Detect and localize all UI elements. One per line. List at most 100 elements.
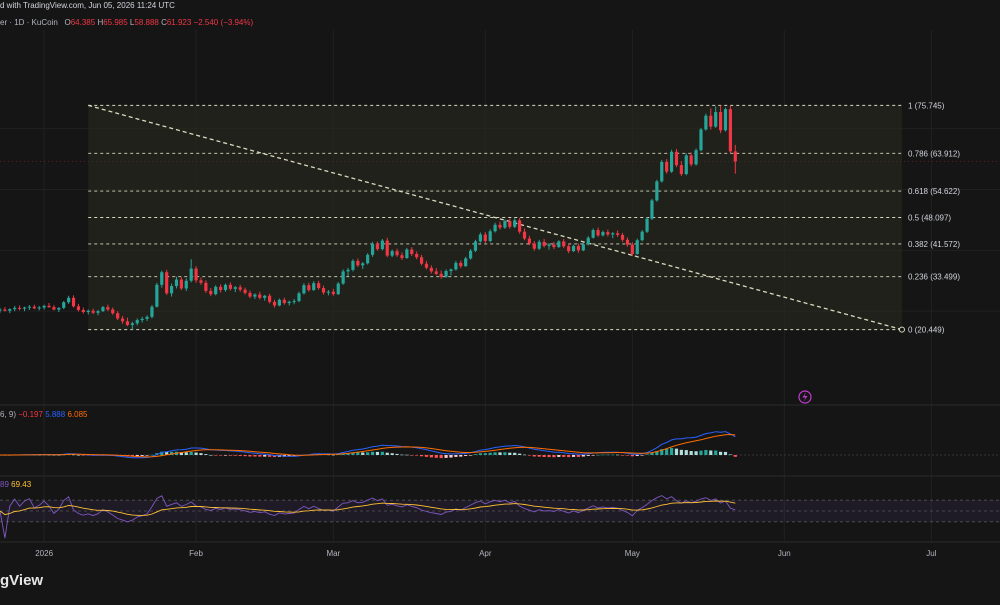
candle-body [385,240,389,256]
candle-body [331,291,335,295]
candle-body [238,287,242,290]
macd-histogram-bar [258,455,262,457]
macd-histogram-bar [189,451,193,455]
macd-histogram-bar [385,452,389,455]
candle-body [645,218,649,232]
macd-histogram-bar [248,455,252,457]
macd-histogram-bar [263,455,267,457]
fib-retracement-tool[interactable]: 1 (75.745) 0.786 (63.912) 0.618 (54.622) 0.… [88,101,960,335]
candle-body [243,289,247,293]
candle-body [62,302,66,308]
candle-body [508,221,512,227]
x-axis-tick-label: May [625,549,640,558]
macd-histogram-bar [542,455,546,458]
high-label: H [97,18,104,27]
candle-body [57,307,61,310]
macd-histogram-bar [591,455,595,456]
macd-histogram-bar [723,451,728,455]
macd-histogram-bar [424,455,429,457]
candle-body [415,253,419,258]
macd-histogram-bar [503,452,507,455]
candle-body [189,268,193,281]
close-label: C [161,18,167,27]
macd-histogram-bar [400,454,404,456]
fib-level-label: 0.382 (41.572) [908,240,960,249]
macd-histogram-bar [699,450,703,455]
candle-body [248,292,252,297]
fib-level-label: 0 (20.449) [908,326,945,335]
macd-histogram-bar [444,455,448,458]
candle-body [439,273,443,277]
candle-body [258,294,262,298]
candle-body [478,234,482,242]
candle-body [96,311,100,313]
macd-histogram-bar [268,455,272,457]
candle-body [557,241,561,248]
candle-body [601,232,605,236]
candle-body [233,287,237,289]
macd-histogram-bar [366,452,370,455]
candle-body [125,321,130,325]
macd-histogram-bar [650,452,654,455]
candle-body [71,297,76,307]
candle-body [493,224,497,232]
candle-body [366,254,370,264]
low-label: L [129,18,135,27]
macd-histogram-bar [571,455,576,457]
candle-body [483,234,487,242]
candle-body [336,283,340,295]
candle-body [321,288,326,293]
rsi-ma-value: 69.43 [11,480,32,489]
candle-body [714,112,718,127]
candle-body [27,306,32,308]
candle-body [370,243,375,255]
macd-pane [0,431,1000,459]
candle-body [390,251,394,256]
macd-histogram-bar [253,455,257,457]
macd-histogram-bar [709,450,713,455]
candle-body [591,230,595,238]
candle-body [576,245,581,251]
candle-body [18,307,22,309]
candle-body [552,244,556,248]
lightning-icon[interactable] [798,390,812,404]
macd-histogram-bar [331,454,335,456]
candle-body [32,306,36,309]
candle-body [459,262,463,267]
macd-histogram-bar [473,454,478,455]
candle-body [547,244,551,246]
candle-body [581,244,585,251]
trendline-handle [898,326,905,333]
candle-body [199,280,203,283]
candle-body [571,245,576,252]
macd-histogram-bar [140,455,144,456]
macd-histogram-bar [464,455,468,456]
candle-body [351,260,355,270]
candle-body [145,316,149,319]
candle-body [537,241,541,249]
candle-body [130,323,134,325]
macd-histogram-bar [135,455,139,457]
macd-histogram-bar [669,448,674,455]
macd-hist-value: −0.197 [18,410,43,419]
macd-histogram-bar [581,455,585,457]
candle-body [669,151,674,172]
macd-histogram-bar [419,455,424,457]
candle-body [586,237,590,245]
candle-body [503,221,507,228]
candle-body [616,233,620,235]
candle-body [674,151,679,166]
macd-histogram-bar [640,455,644,456]
macd-histogram-bar [336,454,340,456]
x-axis-tick-label: Feb [189,549,203,558]
macd-histogram-bar [483,453,487,455]
candle-body [513,220,517,227]
macd-histogram-bar [449,455,453,458]
candle-body [405,249,409,259]
macd-histogram-bar [522,454,527,456]
x-axis-tick-label: 2026 [35,549,53,558]
change-value: −2.540 (−3.94%) [193,18,254,27]
candle-body [81,309,85,312]
